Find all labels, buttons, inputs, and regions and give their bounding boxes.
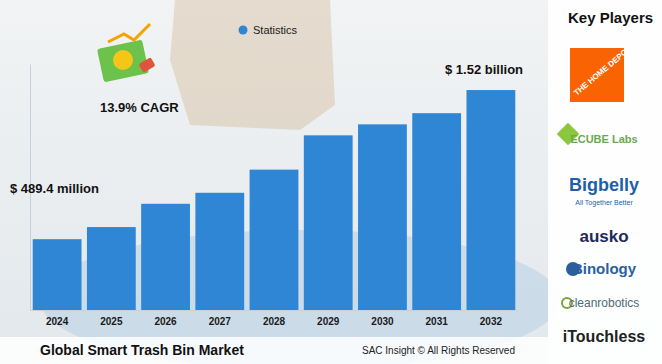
x-tick-label: 2030 bbox=[371, 316, 394, 327]
x-tick: 2030 bbox=[371, 310, 394, 327]
bar bbox=[33, 239, 82, 310]
x-tick: 2031 bbox=[426, 310, 449, 327]
x-tick-label: 2026 bbox=[154, 316, 177, 327]
chart: 2024 2025 2026 2027 2028 2029 2030 2031 2032 Stat… bbox=[0, 0, 662, 364]
x-tick-label: 2032 bbox=[480, 316, 503, 327]
bar bbox=[466, 90, 515, 310]
x-tick-label: 2028 bbox=[263, 316, 286, 327]
icon-bill bbox=[97, 40, 149, 83]
cagr-icon bbox=[97, 24, 156, 82]
legend: Statistics bbox=[239, 24, 298, 36]
annotation: $ 489.4 million bbox=[10, 181, 99, 196]
key-player: ausko bbox=[579, 227, 628, 246]
source: SAC Insight © All Rights Reserved bbox=[362, 345, 515, 356]
bar bbox=[412, 113, 461, 310]
bar bbox=[304, 135, 353, 310]
footer-panel bbox=[0, 337, 548, 364]
x-tick: 2025 bbox=[100, 310, 123, 327]
background-bag bbox=[170, 0, 335, 130]
x-tick: 2028 bbox=[263, 310, 286, 327]
x-tick: 2024 bbox=[46, 310, 69, 327]
bar bbox=[141, 204, 190, 310]
x-axis: 2024 2025 2026 2027 2028 2029 2030 2031 2032 bbox=[31, 310, 519, 327]
key-players-title: Key Players bbox=[568, 9, 653, 26]
x-axis-line bbox=[31, 310, 519, 311]
x-tick: 2027 bbox=[209, 310, 232, 327]
bar bbox=[195, 193, 244, 310]
bar bbox=[358, 124, 407, 310]
background bbox=[0, 0, 662, 364]
key-player: iTouchless bbox=[563, 328, 645, 345]
x-tick-label: 2025 bbox=[100, 316, 123, 327]
key-player: Binology bbox=[572, 260, 637, 277]
players-panel bbox=[548, 0, 662, 364]
annotation: 13.9% CAGR bbox=[100, 100, 179, 115]
x-tick-label: 2027 bbox=[209, 316, 232, 327]
key-player: THE HOME DEPOT bbox=[572, 44, 633, 97]
bar bbox=[87, 227, 136, 310]
legend-swatch bbox=[239, 26, 248, 35]
bars bbox=[33, 90, 516, 310]
key-player: cleanrobotics bbox=[569, 296, 640, 310]
key-player: Bigbelly bbox=[569, 175, 639, 195]
x-tick: 2029 bbox=[317, 310, 340, 327]
legend-entry: Statistics bbox=[239, 24, 298, 36]
x-tick-label: 2031 bbox=[426, 316, 449, 327]
legend-label: Statistics bbox=[253, 24, 298, 36]
x-tick: 2032 bbox=[480, 310, 503, 327]
icon-arrow bbox=[108, 24, 150, 42]
key-player: All Together Better bbox=[575, 199, 633, 207]
title: Global Smart Trash Bin Market bbox=[40, 342, 244, 358]
bar bbox=[250, 170, 299, 310]
icon-coin bbox=[113, 50, 133, 70]
x-tick-label: 2024 bbox=[46, 316, 69, 327]
icon-tag bbox=[138, 57, 155, 73]
x-tick-label: 2029 bbox=[317, 316, 340, 327]
key-player: ECUBE Labs bbox=[570, 133, 637, 145]
x-tick: 2026 bbox=[154, 310, 177, 327]
annotation: $ 1.52 billion bbox=[445, 62, 523, 77]
